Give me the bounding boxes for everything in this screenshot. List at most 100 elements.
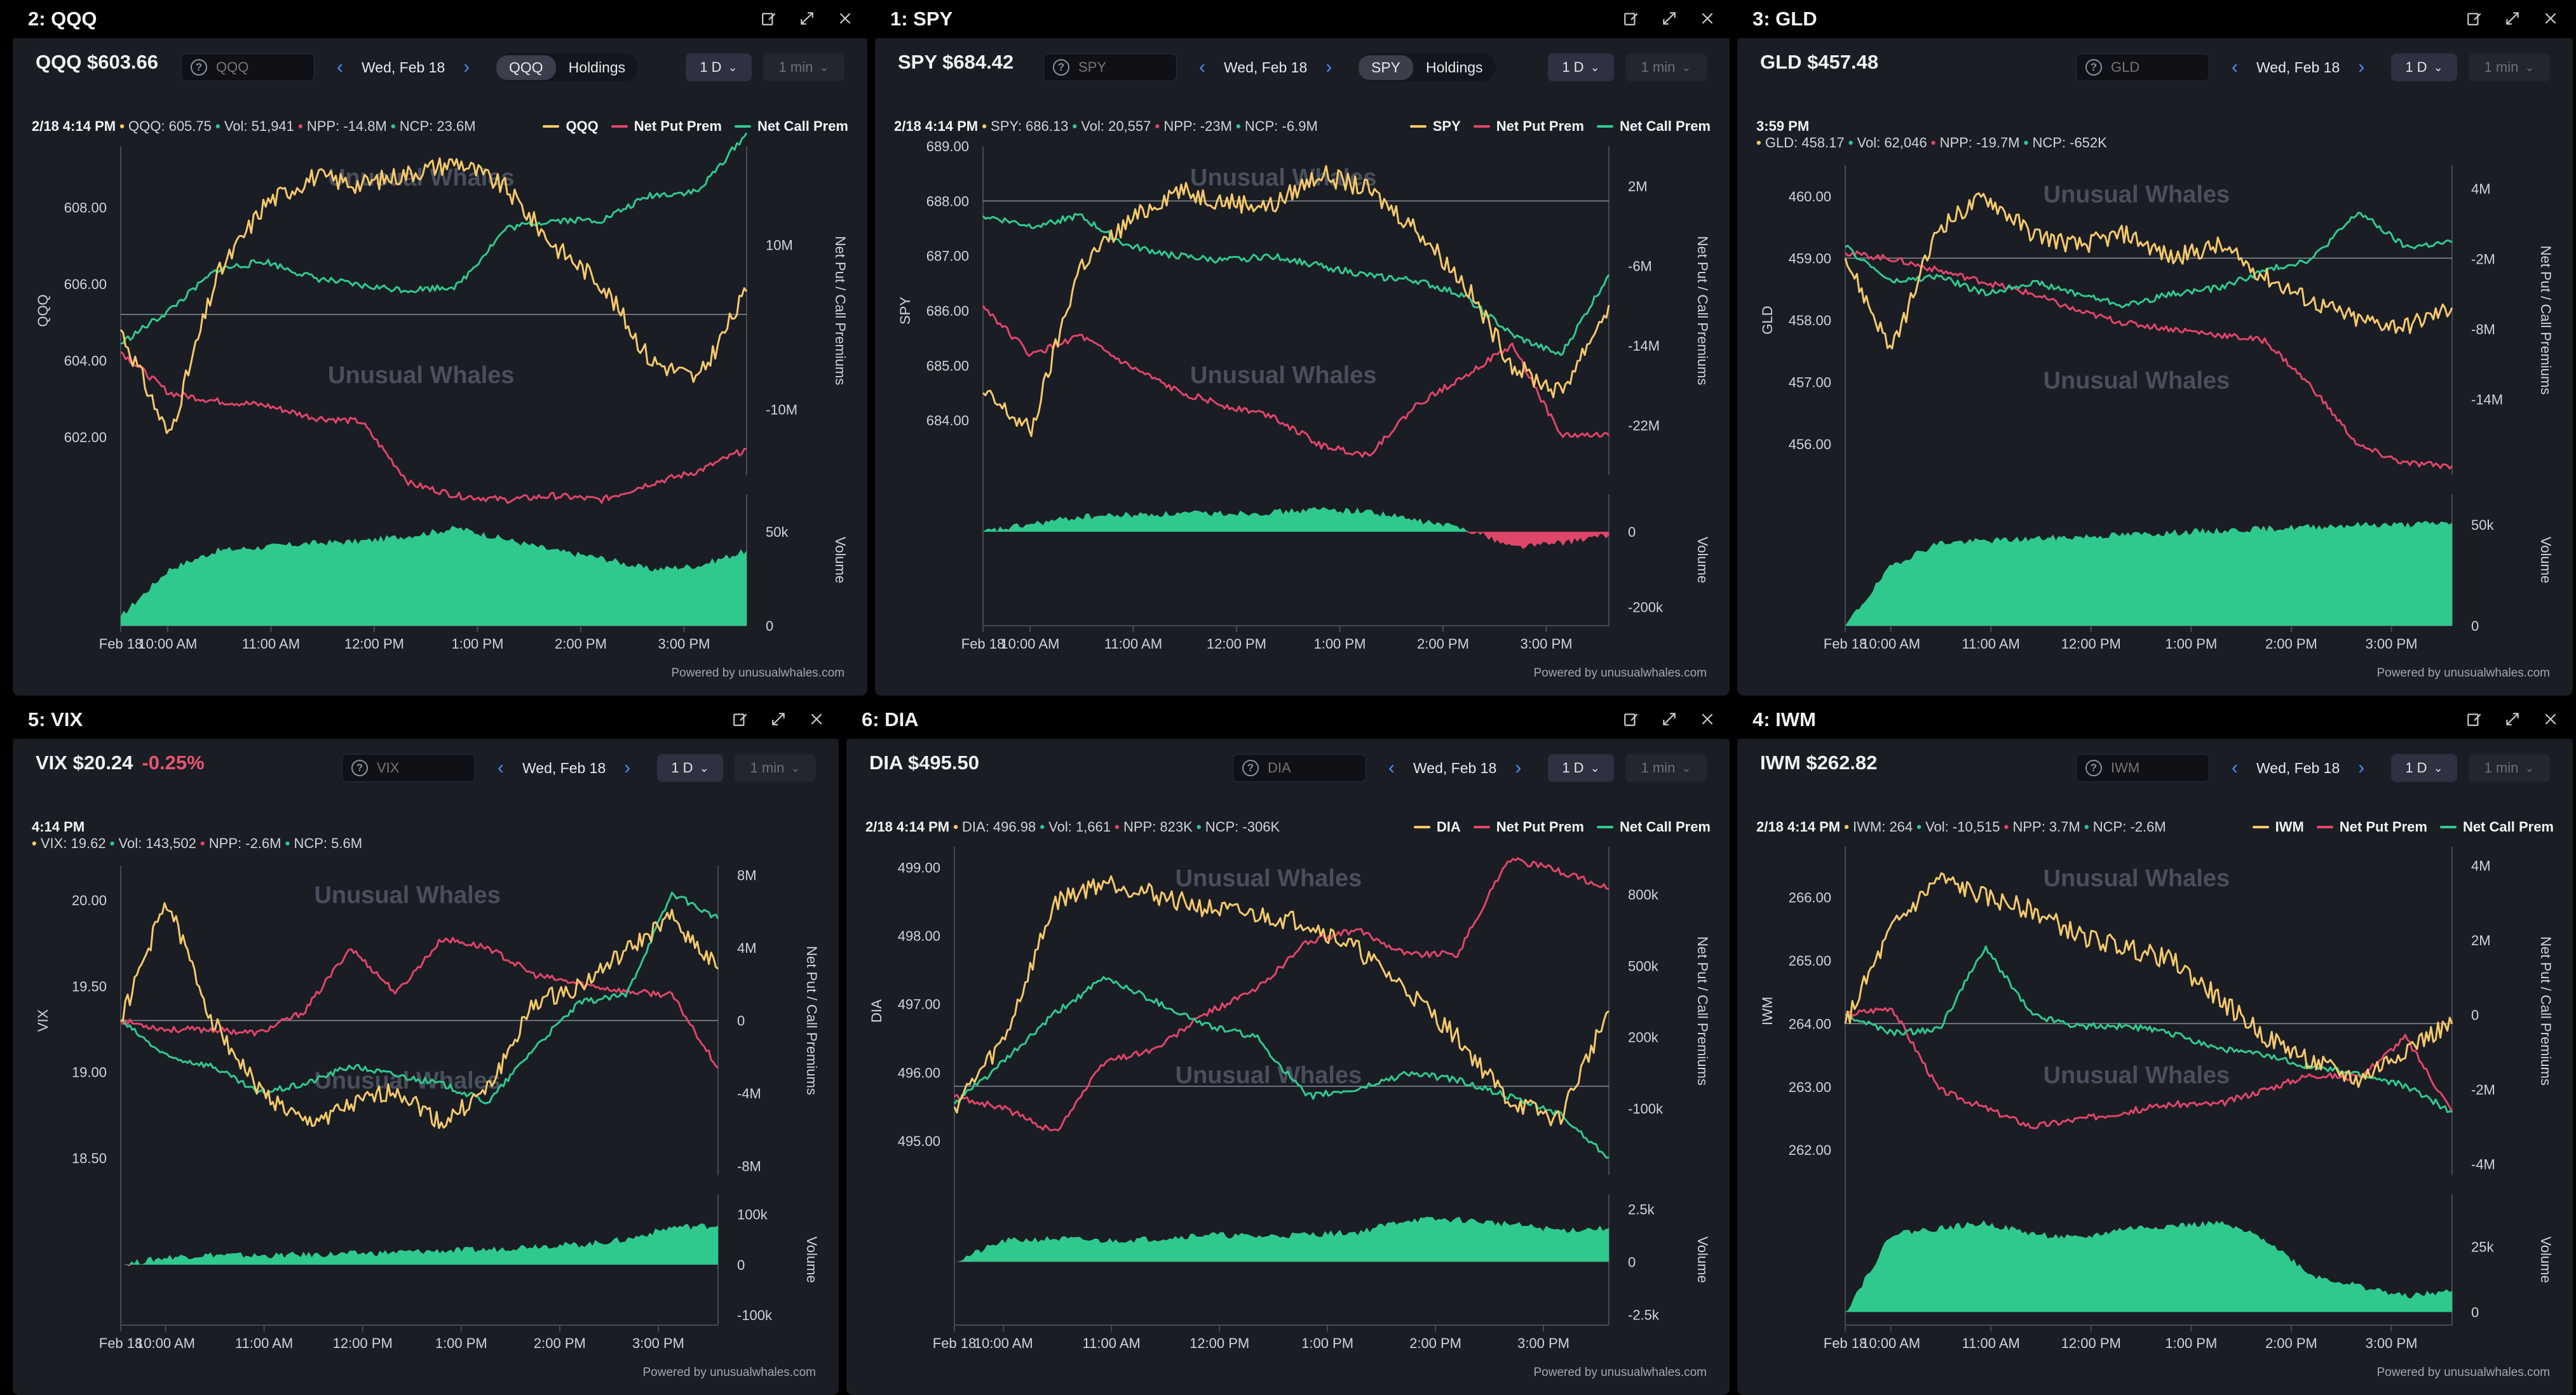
- close-icon[interactable]: [1697, 8, 1718, 29]
- interval-select[interactable]: 1 min ⌄: [735, 754, 816, 782]
- chevron-left-icon[interactable]: ‹: [1199, 57, 1205, 78]
- chevron-down-icon: ⌄: [1681, 60, 1691, 74]
- chevron-down-icon: ⌄: [819, 60, 829, 74]
- watermark: Unusual Whales: [2044, 182, 2230, 208]
- date-label[interactable]: Wed, Feb 18: [1224, 58, 1308, 76]
- legend-item[interactable]: Net Put Prem: [1473, 819, 1584, 835]
- powered-by[interactable]: Powered by unusualwhales.com: [671, 666, 845, 680]
- close-icon[interactable]: [806, 708, 827, 730]
- legend-item[interactable]: Net Call Prem: [2439, 819, 2554, 835]
- legend-swatch: [734, 125, 751, 128]
- ticker-search[interactable]: ?: [342, 754, 475, 782]
- powered-by[interactable]: Powered by unusualwhales.com: [2376, 666, 2551, 680]
- date-label[interactable]: Wed, Feb 18: [362, 58, 445, 76]
- legend-item[interactable]: SPY: [1409, 118, 1461, 135]
- date-label[interactable]: Wed, Feb 18: [522, 759, 606, 776]
- range-value: 1 D: [2405, 59, 2427, 75]
- chevron-left-icon[interactable]: ‹: [2232, 757, 2238, 778]
- chevron-left-icon[interactable]: ‹: [498, 757, 504, 778]
- edit-icon[interactable]: [1620, 708, 1642, 730]
- ticker-search-input[interactable]: [1266, 759, 1358, 777]
- x-tick-label: 12:00 PM: [2061, 1335, 2121, 1351]
- expand-icon[interactable]: [796, 8, 818, 29]
- interval-select[interactable]: 1 min ⌄: [763, 53, 844, 81]
- view-toggle-ticker[interactable]: SPY: [1359, 55, 1414, 80]
- legend-item[interactable]: Net Call Prem: [1596, 819, 1711, 835]
- date-label[interactable]: Wed, Feb 18: [1413, 759, 1497, 776]
- ticker-search-input[interactable]: [1077, 58, 1169, 76]
- range-select[interactable]: 1 D ⌄: [2391, 53, 2457, 81]
- ticker-search-input[interactable]: [376, 759, 467, 777]
- ticker-search[interactable]: ?: [1043, 53, 1177, 81]
- date-label[interactable]: Wed, Feb 18: [2256, 58, 2340, 76]
- view-toggle-holdings[interactable]: Holdings: [1426, 58, 1483, 76]
- legend-item[interactable]: DIA: [1413, 819, 1461, 835]
- interval-select[interactable]: 1 min ⌄: [2469, 754, 2550, 782]
- info-dot: •: [1192, 819, 1205, 835]
- legend-item[interactable]: Net Put Prem: [1473, 118, 1584, 135]
- x-tick-label: 1:00 PM: [435, 1335, 487, 1351]
- chevron-left-icon[interactable]: ‹: [1388, 757, 1395, 778]
- panel-body: GLD $457.48 1 min ⌄ 1 D ⌄ ‹ Wed, Feb 18 ›? 3:59 …: [1737, 38, 2573, 696]
- edit-icon[interactable]: [1620, 8, 1642, 29]
- expand-icon[interactable]: [768, 708, 789, 730]
- edit-icon[interactable]: [758, 8, 780, 29]
- close-icon[interactable]: [2540, 8, 2561, 29]
- expand-icon[interactable]: [2502, 8, 2523, 29]
- chart-svg: Unusual Whales Unusual Whales 495.00 496.00…: [869, 847, 1711, 1351]
- range-select[interactable]: 1 D ⌄: [657, 754, 723, 782]
- expand-icon[interactable]: [1658, 708, 1680, 730]
- ticker-search[interactable]: ?: [2076, 754, 2209, 782]
- range-select[interactable]: 1 D ⌄: [2391, 754, 2457, 782]
- ticker-search-input[interactable]: [2110, 58, 2201, 76]
- chevron-right-icon[interactable]: ›: [2358, 757, 2365, 778]
- chevron-right-icon[interactable]: ›: [2358, 57, 2365, 78]
- ticker-search[interactable]: ?: [1233, 754, 1366, 782]
- interval-select[interactable]: 1 min ⌄: [1625, 754, 1707, 782]
- ticker-search[interactable]: ?: [181, 53, 315, 81]
- chevron-left-icon[interactable]: ‹: [337, 57, 343, 78]
- view-toggle-ticker[interactable]: QQQ: [496, 55, 556, 80]
- edit-icon[interactable]: [2464, 708, 2485, 730]
- interval-select[interactable]: 1 min ⌄: [1625, 53, 1707, 81]
- close-icon[interactable]: [2540, 708, 2561, 730]
- close-icon[interactable]: [834, 8, 856, 29]
- edit-icon[interactable]: [729, 708, 751, 730]
- range-value: 1 D: [1562, 59, 1584, 75]
- ticker-search-input[interactable]: [2110, 759, 2201, 777]
- info-value: Vol: 143,502: [118, 835, 196, 851]
- powered-by[interactable]: Powered by unusualwhales.com: [642, 1366, 817, 1379]
- close-icon[interactable]: [1697, 708, 1718, 730]
- chevron-right-icon[interactable]: ›: [1325, 57, 1332, 78]
- expand-icon[interactable]: [2502, 708, 2523, 730]
- price-line: [982, 165, 1610, 438]
- powered-by[interactable]: Powered by unusualwhales.com: [1533, 1366, 1707, 1379]
- ticker-search[interactable]: ?: [2076, 53, 2209, 81]
- powered-by[interactable]: Powered by unusualwhales.com: [1533, 666, 1707, 680]
- view-toggle-holdings[interactable]: Holdings: [568, 58, 626, 76]
- range-select[interactable]: 1 D ⌄: [686, 53, 752, 81]
- interval-select[interactable]: 1 min ⌄: [2469, 53, 2550, 81]
- legend-item[interactable]: Net Put Prem: [2316, 819, 2427, 835]
- price-tick-label: 265.00: [1789, 953, 1831, 969]
- legend-swatch: [1473, 125, 1490, 128]
- legend-item[interactable]: IWM: [2252, 819, 2304, 835]
- expand-icon[interactable]: [1658, 8, 1680, 29]
- range-select[interactable]: 1 D ⌄: [1548, 53, 1614, 81]
- legend-item[interactable]: QQQ: [543, 118, 599, 135]
- x-tick-label: 2:00 PM: [555, 636, 607, 652]
- chevron-right-icon[interactable]: ›: [463, 57, 470, 78]
- chevron-left-icon[interactable]: ‹: [2232, 57, 2238, 78]
- chevron-right-icon[interactable]: ›: [1515, 757, 1522, 778]
- chevron-right-icon[interactable]: ›: [624, 757, 631, 778]
- range-select[interactable]: 1 D ⌄: [1548, 754, 1614, 782]
- info-timestamp: 2/18 4:14 PM: [1756, 819, 1841, 835]
- ticker-search-input[interactable]: [215, 58, 306, 76]
- date-label[interactable]: Wed, Feb 18: [2256, 759, 2340, 776]
- price-tick-label: 602.00: [64, 429, 107, 445]
- edit-icon[interactable]: [2464, 8, 2485, 29]
- legend-item[interactable]: Net Call Prem: [1596, 118, 1711, 135]
- legend-item[interactable]: Net Call Prem: [734, 118, 848, 135]
- powered-by[interactable]: Powered by unusualwhales.com: [2376, 1366, 2551, 1379]
- legend-item[interactable]: Net Put Prem: [611, 118, 722, 135]
